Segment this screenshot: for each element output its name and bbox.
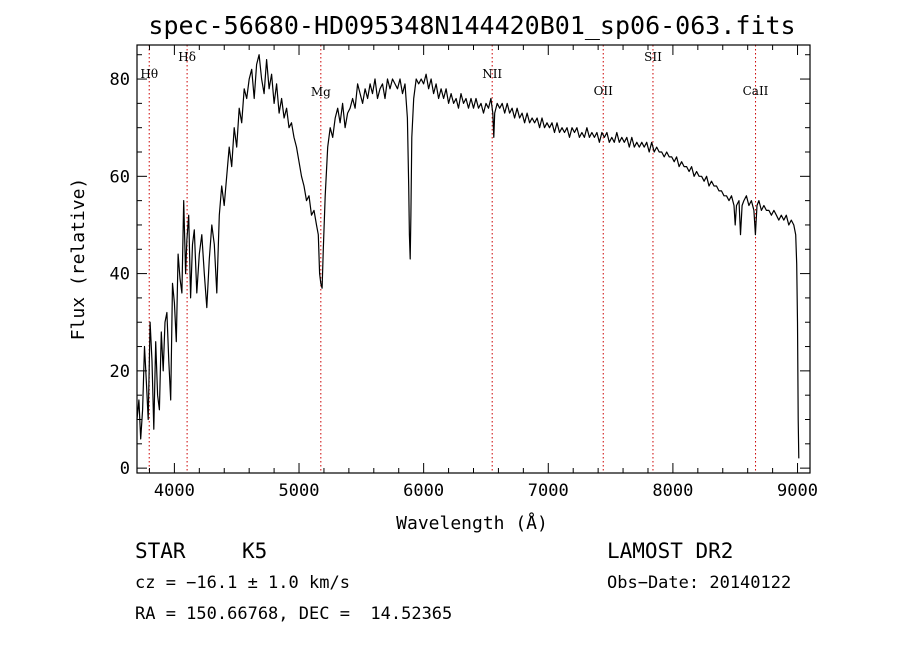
y-tick-label: 20: [110, 362, 130, 382]
x-tick-label: 7000: [528, 481, 569, 501]
marker-label: Mg: [311, 85, 331, 99]
observation-date: Obs−Date: 20140122: [607, 573, 791, 593]
spectral-subclass: K5: [242, 539, 267, 563]
marker-label: Hδ: [178, 50, 196, 64]
plot-frame: [136, 44, 811, 474]
y-axis-label: Flux (relative): [68, 178, 89, 341]
marker-label: Hθ: [140, 67, 158, 81]
coordinates: RA = 150.66768, DEC = 14.52365: [135, 604, 452, 624]
marker-label: OII: [594, 84, 614, 98]
spectral-line-markers: Hθ Hδ Mg NII OII SII CaII: [140, 45, 769, 473]
y-axis-ticks: 0 20 40 60 80: [110, 54, 810, 479]
marker-label: NII: [482, 67, 502, 81]
y-tick-label: 0: [120, 459, 130, 479]
x-axis-ticks: 4000 5000 6000 7000 8000 9000: [148, 45, 818, 501]
spectrum-line: [136, 54, 800, 459]
y-tick-label: 80: [110, 70, 130, 90]
y-tick-label: 40: [110, 265, 130, 285]
marker-label: CaII: [743, 84, 769, 98]
x-tick-label: 6000: [403, 481, 444, 501]
object-class: STAR: [135, 539, 186, 563]
y-tick-label: 60: [110, 167, 130, 187]
x-tick-label: 9000: [777, 481, 818, 501]
x-tick-label: 4000: [154, 481, 195, 501]
x-tick-label: 8000: [652, 481, 693, 501]
redshift-info: cz = −16.1 ± 1.0 km/s: [135, 573, 350, 593]
x-axis-label: Wavelength (Å): [396, 512, 548, 534]
survey-name: LAMOST DR2: [607, 539, 733, 563]
x-tick-label: 5000: [279, 481, 320, 501]
chart-title: spec-56680-HD095348N144420B01_sp06-063.f…: [148, 11, 795, 40]
marker-label: SII: [644, 50, 662, 64]
